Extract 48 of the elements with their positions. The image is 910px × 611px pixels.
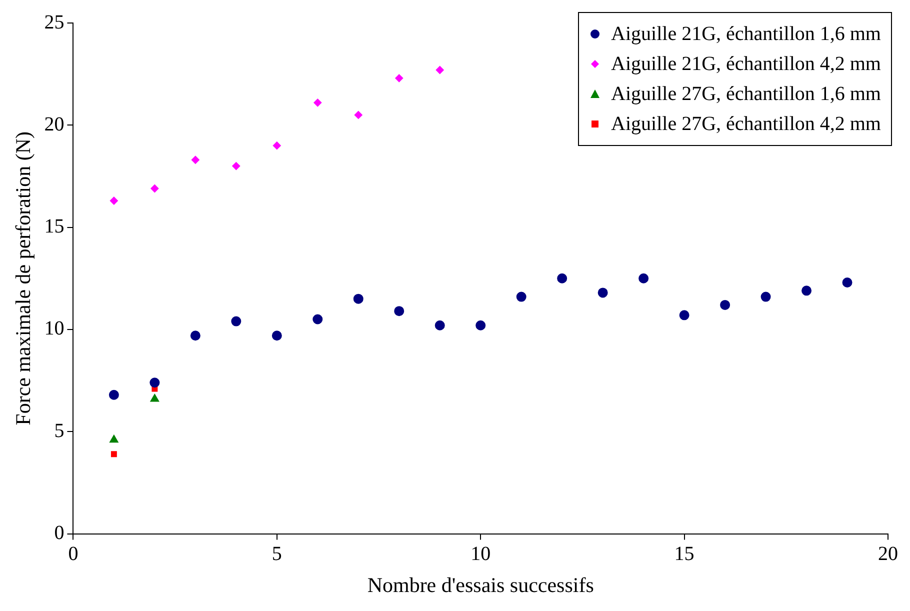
point <box>436 66 444 74</box>
x-axis-title: Nombre d'essais successifs <box>367 572 594 597</box>
x-tick-label: 10 <box>470 543 491 566</box>
point <box>720 300 730 310</box>
point <box>434 320 445 330</box>
point <box>110 451 117 458</box>
x-tick-label: 0 <box>68 543 78 566</box>
y-tick-label: 25 <box>44 11 64 34</box>
point <box>150 378 160 388</box>
point <box>557 273 568 284</box>
y-tick-label: 0 <box>54 522 64 544</box>
x-tick-label: 5 <box>272 543 282 566</box>
point <box>110 196 118 205</box>
point <box>272 330 282 341</box>
y-tick-label: 5 <box>54 420 64 442</box>
point <box>272 142 281 150</box>
point <box>231 316 242 326</box>
point <box>638 273 649 284</box>
point <box>150 184 159 192</box>
point <box>394 306 404 316</box>
point <box>679 310 690 320</box>
y-tick-label: 15 <box>44 216 64 238</box>
point <box>314 98 322 107</box>
legend-label: Aiguille 27G, échantillon 1,6 mm <box>611 82 881 107</box>
legend-label: Aiguille 21G, échantillon 4,2 mm <box>611 52 881 77</box>
point <box>760 292 771 302</box>
y-tick-label: 20 <box>44 113 64 136</box>
point <box>191 156 200 164</box>
point <box>312 314 323 324</box>
legend-label: Aiguille 27G, échantillon 4,2 mm <box>611 112 881 137</box>
x-tick-label: 15 <box>674 543 694 566</box>
point <box>150 394 160 402</box>
point <box>108 390 119 400</box>
y-tick-label: 10 <box>44 318 64 340</box>
point <box>842 277 852 288</box>
y-axis-title: Force maximale de perforation (N) <box>11 131 36 426</box>
point <box>516 292 526 302</box>
x-tick-label: 20 <box>878 543 898 566</box>
point <box>232 162 240 170</box>
point <box>802 286 812 296</box>
point <box>395 74 404 82</box>
point <box>190 330 200 341</box>
point <box>598 288 608 298</box>
point <box>476 320 486 330</box>
point <box>110 434 118 443</box>
legend-label: Aiguille 21G, échantillon 1,6 mm <box>611 22 881 47</box>
point <box>354 110 362 119</box>
point <box>353 294 364 304</box>
